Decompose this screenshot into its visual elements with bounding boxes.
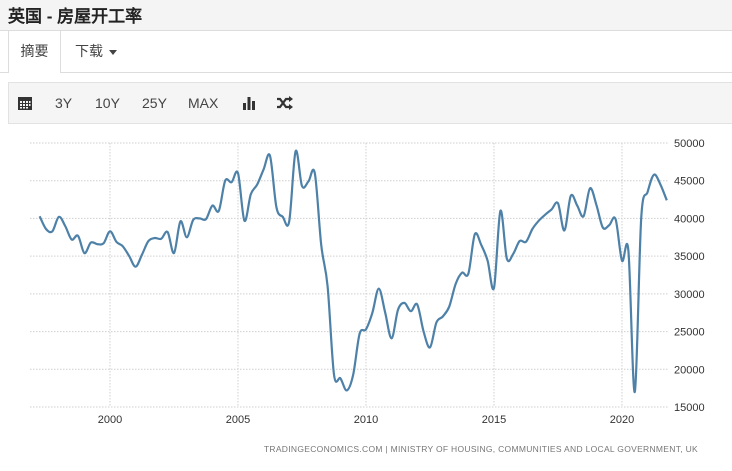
chart-area: 15000 20000 25000 30000 35000 40000 45000 50000…: [8, 124, 732, 466]
y-tick-label: 45000: [674, 176, 705, 188]
y-tick-label: 30000: [674, 289, 705, 301]
y-tick-label: 35000: [674, 251, 705, 263]
title-bar: 英国 - 房屋开工率: [0, 0, 732, 30]
y-tick-label: 50000: [674, 138, 705, 150]
y-tick-label: 20000: [674, 364, 705, 376]
range-25y-button[interactable]: 25Y: [142, 83, 167, 123]
calendar-button[interactable]: [18, 83, 32, 123]
tab-summary[interactable]: 摘要: [8, 31, 61, 73]
chart-type-button[interactable]: [242, 83, 256, 123]
x-tick-label: 2005: [226, 414, 250, 426]
tab-bar: 摘要 下载: [0, 30, 732, 73]
compare-button[interactable]: [277, 83, 293, 123]
calendar-icon: [18, 96, 32, 110]
bar-chart-icon: [242, 96, 256, 110]
chart-toolbar: 3Y 10Y 25Y MAX: [8, 82, 732, 124]
range-max-button[interactable]: MAX: [188, 83, 218, 123]
source-label: TRADINGECONOMICS.COM | MINISTRY OF HOUSI…: [264, 444, 698, 454]
page-title: 英国 - 房屋开工率: [8, 2, 142, 27]
x-tick-label: 2020: [610, 414, 634, 426]
series-line: [40, 151, 667, 392]
x-tick-label: 2010: [354, 414, 378, 426]
tab-download[interactable]: 下载: [75, 31, 117, 72]
y-tick-label: 15000: [674, 402, 705, 414]
range-3y-button[interactable]: 3Y: [55, 83, 72, 123]
x-tick-label: 2015: [482, 414, 506, 426]
y-tick-label: 25000: [674, 327, 705, 339]
x-tick-label: 2000: [98, 414, 122, 426]
shuffle-icon: [277, 96, 293, 110]
line-chart: 15000 20000 25000 30000 35000 40000 45000 50000…: [8, 124, 732, 466]
range-10y-button[interactable]: 10Y: [95, 83, 120, 123]
y-tick-label: 40000: [674, 213, 705, 225]
tab-download-label: 下载: [75, 43, 103, 59]
caret-down-icon: [109, 50, 117, 55]
